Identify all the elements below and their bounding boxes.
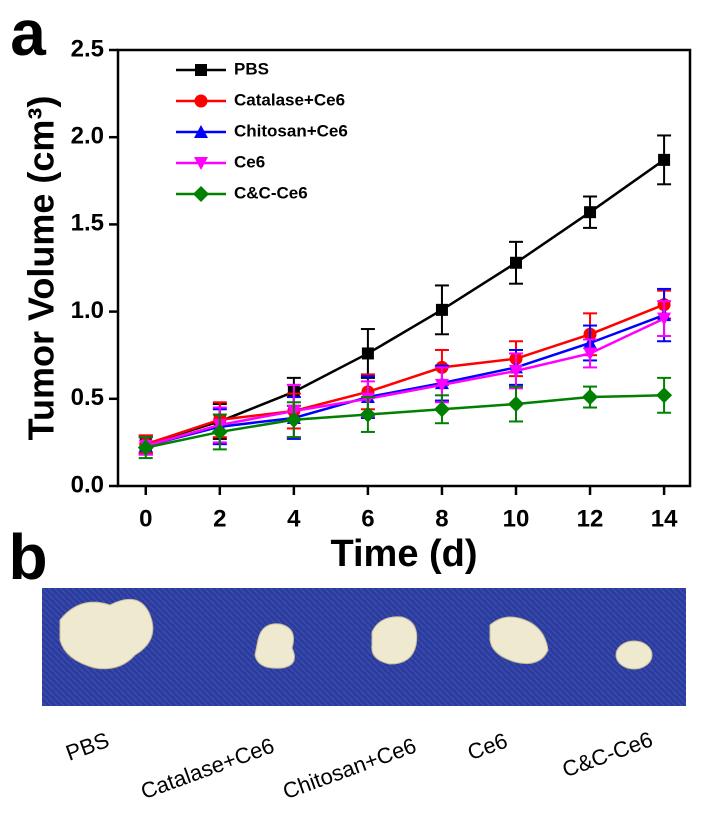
- x-tick-label: 10: [503, 505, 530, 532]
- legend-marker: [194, 125, 208, 138]
- series-line: [145, 313, 665, 448]
- marker: [656, 387, 673, 404]
- series-line: [145, 303, 665, 446]
- marker: [583, 347, 598, 361]
- tumor: [615, 640, 653, 670]
- marker: [434, 378, 449, 392]
- photo-label: Ce6: [464, 728, 510, 765]
- y-tick-label: 0.0: [71, 471, 104, 498]
- marker: [433, 401, 450, 418]
- x-tick-label: 4: [287, 505, 301, 532]
- legend-label: C&C-Ce6: [234, 183, 308, 202]
- y-tick-label: 0.5: [71, 384, 104, 411]
- tumor: [371, 616, 418, 665]
- marker: [137, 439, 154, 456]
- photo-label: PBS: [62, 727, 112, 766]
- photo: [42, 588, 686, 706]
- x-tick-label: 6: [361, 505, 374, 532]
- y-tick-label: 1.0: [71, 297, 104, 324]
- marker: [359, 406, 376, 423]
- marker: [361, 347, 374, 360]
- x-tick-label: 2: [213, 505, 226, 532]
- marker: [509, 256, 522, 269]
- legend-marker: [193, 186, 209, 202]
- legend-marker: [194, 94, 208, 108]
- panel-label: b: [8, 521, 47, 593]
- legend-label: Chitosan+Ce6: [234, 121, 348, 140]
- legend-label: PBS: [234, 59, 269, 78]
- marker: [508, 364, 523, 378]
- legend-marker: [195, 64, 207, 76]
- series-line: [145, 158, 665, 446]
- marker: [582, 389, 599, 406]
- panel-label: a: [10, 0, 46, 69]
- series-line: [145, 394, 665, 449]
- x-tick-label: 0: [139, 505, 152, 532]
- marker: [211, 423, 228, 440]
- x-axis-title: Time (d): [330, 533, 477, 575]
- marker: [657, 312, 672, 326]
- y-axis-title: Tumor Volume (cm³): [21, 96, 62, 441]
- photo-label: C&C-Ce6: [559, 727, 656, 783]
- y-tick-label: 2.5: [71, 35, 104, 62]
- photo-label: Catalase+Ce6: [137, 733, 277, 804]
- plot-frame: [116, 48, 692, 488]
- tumor: [254, 623, 295, 669]
- x-tick-label: 8: [435, 505, 448, 532]
- legend-label: Catalase+Ce6: [234, 90, 345, 109]
- photo-label: Chitosan+Ce6: [279, 733, 419, 804]
- legend-marker: [194, 157, 208, 170]
- marker: [285, 411, 302, 428]
- y-tick-label: 1.5: [71, 210, 104, 237]
- marker: [507, 396, 524, 413]
- marker: [658, 153, 671, 166]
- tumor: [59, 598, 154, 670]
- marker: [435, 303, 448, 316]
- x-tick-label: 14: [651, 505, 678, 532]
- series-line: [145, 317, 665, 448]
- photo-background: [42, 588, 686, 706]
- y-tick-label: 2.0: [71, 123, 104, 150]
- marker: [584, 206, 597, 219]
- legend-label: Ce6: [234, 152, 265, 171]
- tumor: [489, 616, 549, 664]
- x-tick-label: 12: [577, 505, 604, 532]
